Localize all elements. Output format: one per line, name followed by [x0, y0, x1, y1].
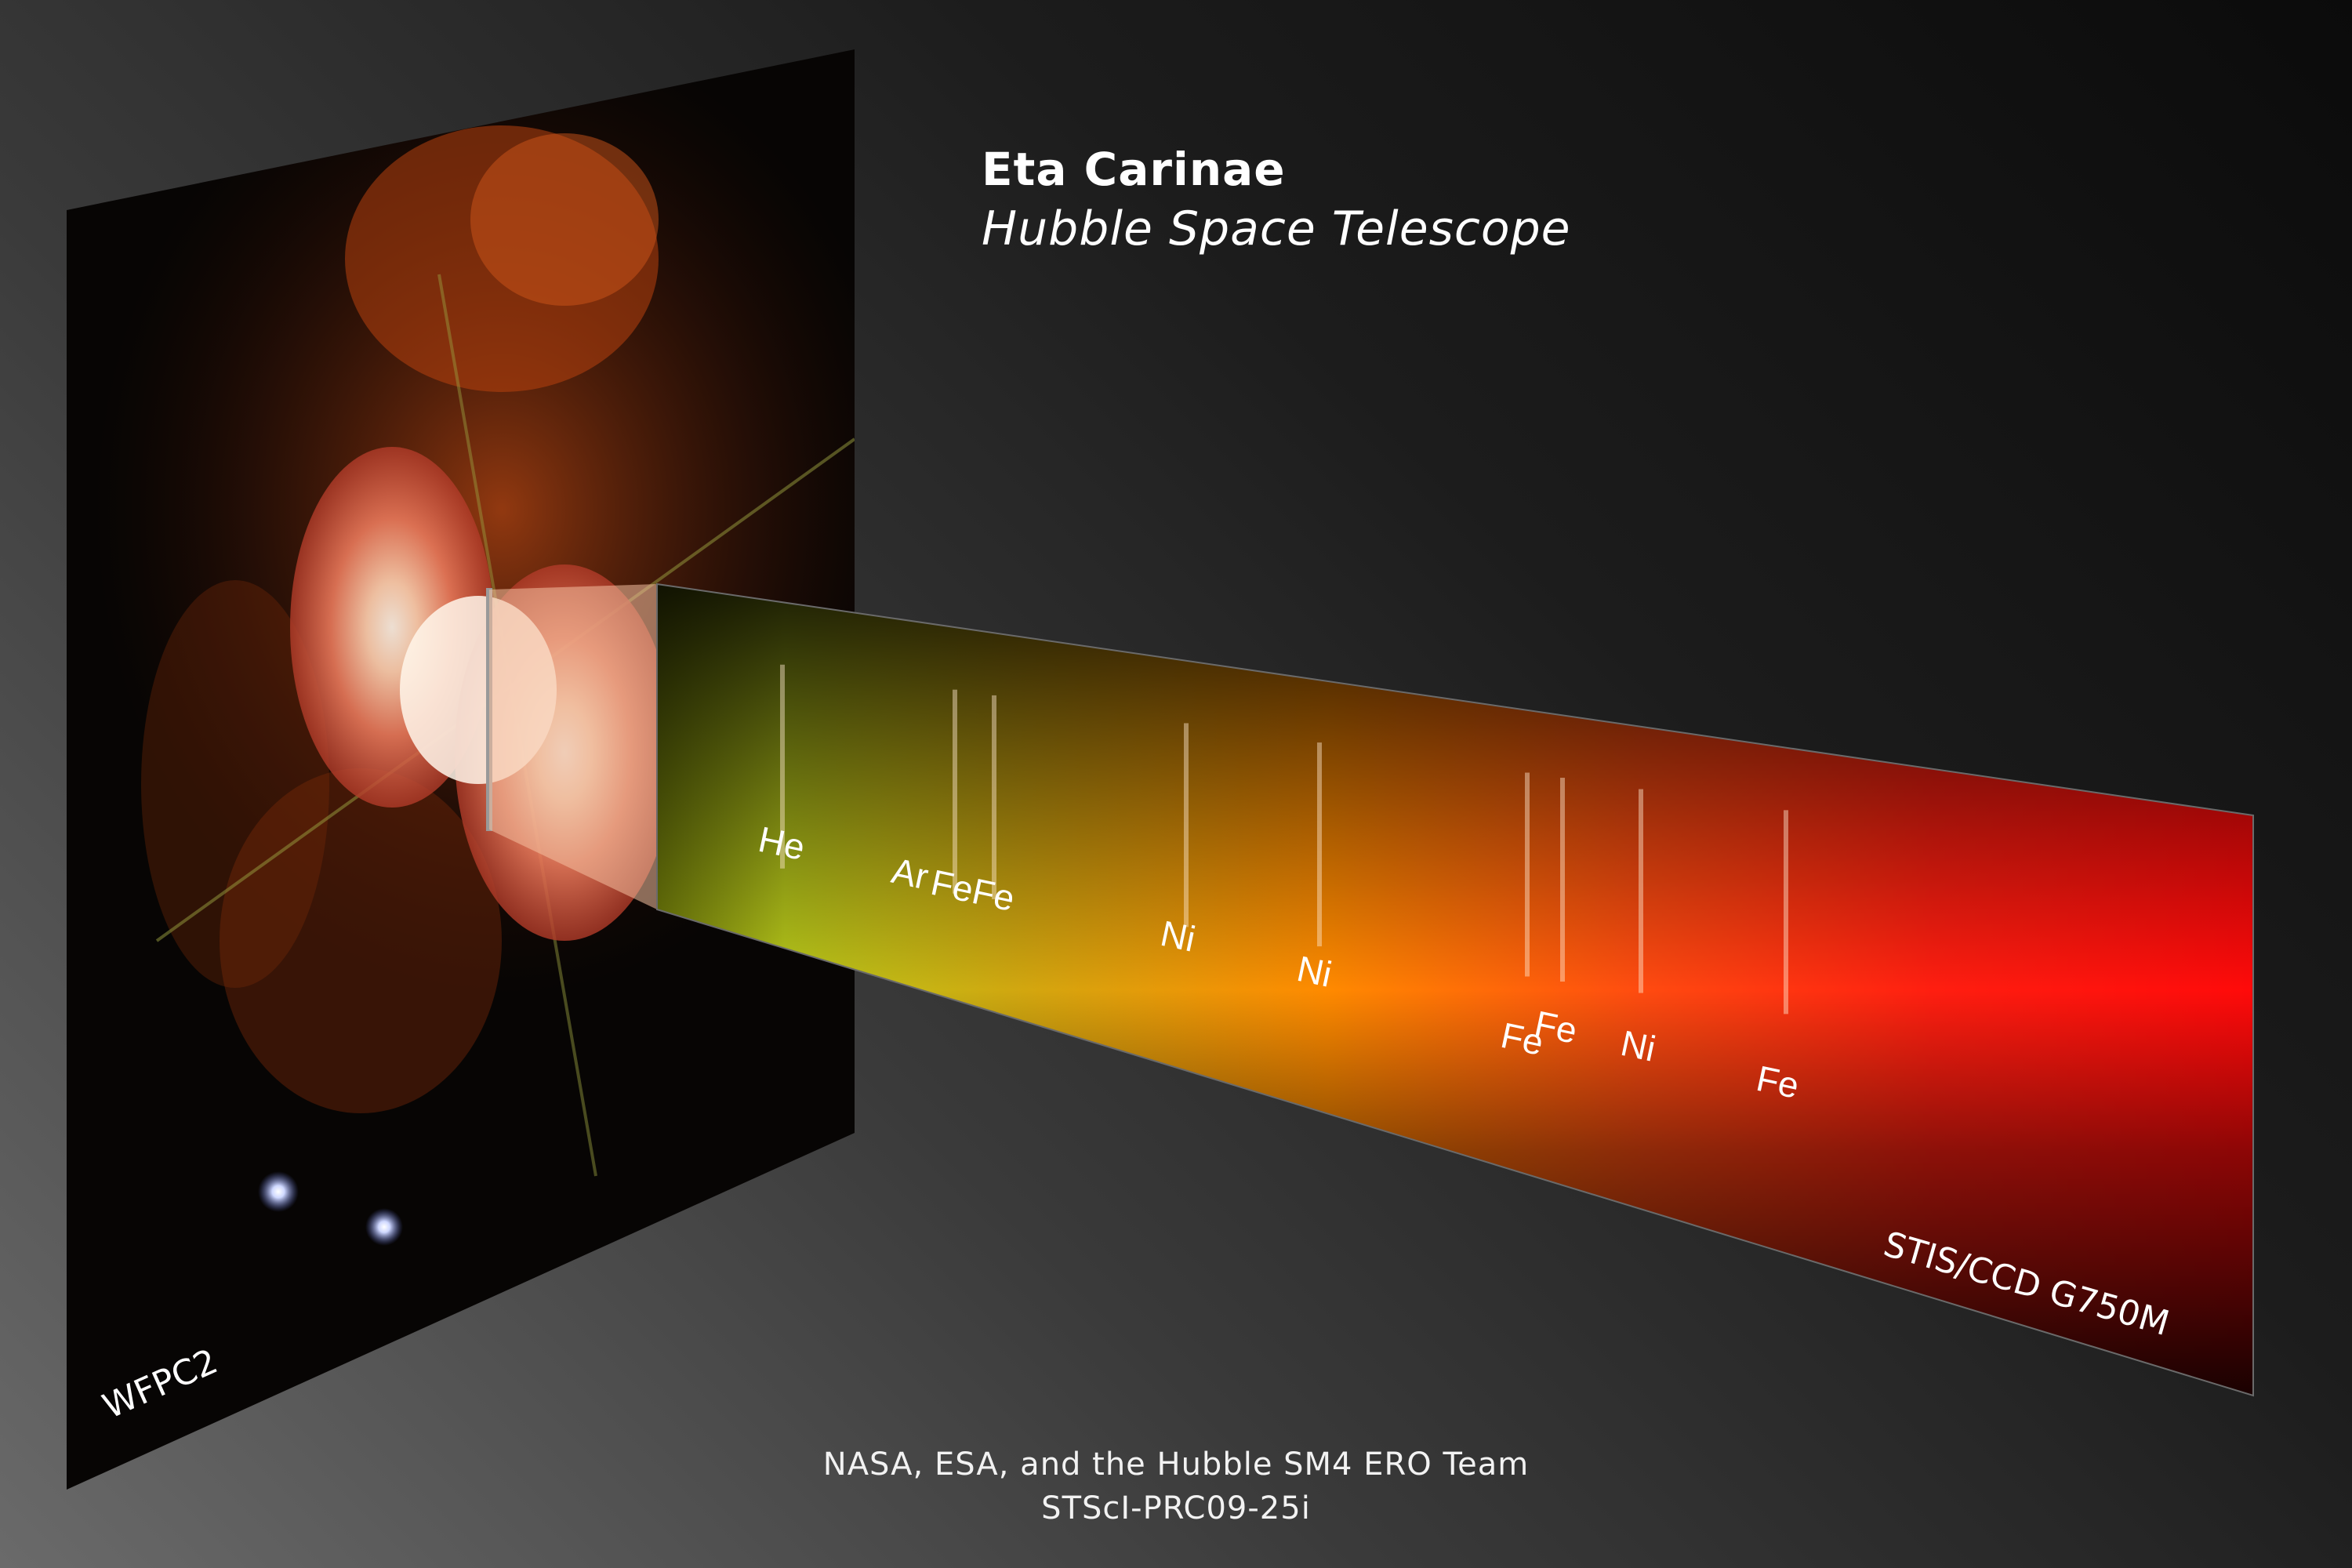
- emission-streak: [1784, 810, 1788, 1014]
- emission-streak: [1560, 778, 1565, 982]
- emission-streak: [1184, 723, 1189, 927]
- title-block: Eta Carinae Hubble Space Telescope: [982, 140, 1571, 259]
- credit-line-2: STScI-PRC09-25i: [1041, 1490, 1311, 1526]
- spectral-line-label: He: [755, 818, 808, 868]
- spectral-line-label: Fe: [1531, 1003, 1581, 1051]
- spectral-line-label: Fe: [1497, 1014, 1547, 1063]
- emission-streak: [1639, 789, 1643, 993]
- emission-lines: [780, 664, 1788, 1014]
- emission-streak: [1317, 742, 1322, 947]
- page-subtitle: Hubble Space Telescope: [982, 201, 1571, 256]
- star-2: [365, 1208, 403, 1246]
- emission-streak: [780, 664, 785, 869]
- credit-line-1: NASA, ESA, and the Hubble SM4 ERO Team: [822, 1446, 1530, 1483]
- emission-streak: [992, 695, 996, 899]
- credits: NASA, ESA, and the Hubble SM4 ERO Team S…: [0, 1443, 2352, 1530]
- emission-streak: [953, 689, 957, 894]
- slit-projection: [489, 584, 657, 909]
- spectral-line-label: Ni: [1617, 1022, 1659, 1069]
- spectral-line-label: Fe: [1753, 1058, 1802, 1106]
- emission-streak: [1525, 772, 1530, 977]
- page-title: Eta Carinae: [982, 143, 1286, 196]
- star-1: [258, 1171, 299, 1212]
- spectral-line-label: Ni: [1157, 913, 1199, 960]
- spectral-line-label: Ni: [1294, 948, 1335, 995]
- spectral-line-label: Ar: [888, 850, 932, 897]
